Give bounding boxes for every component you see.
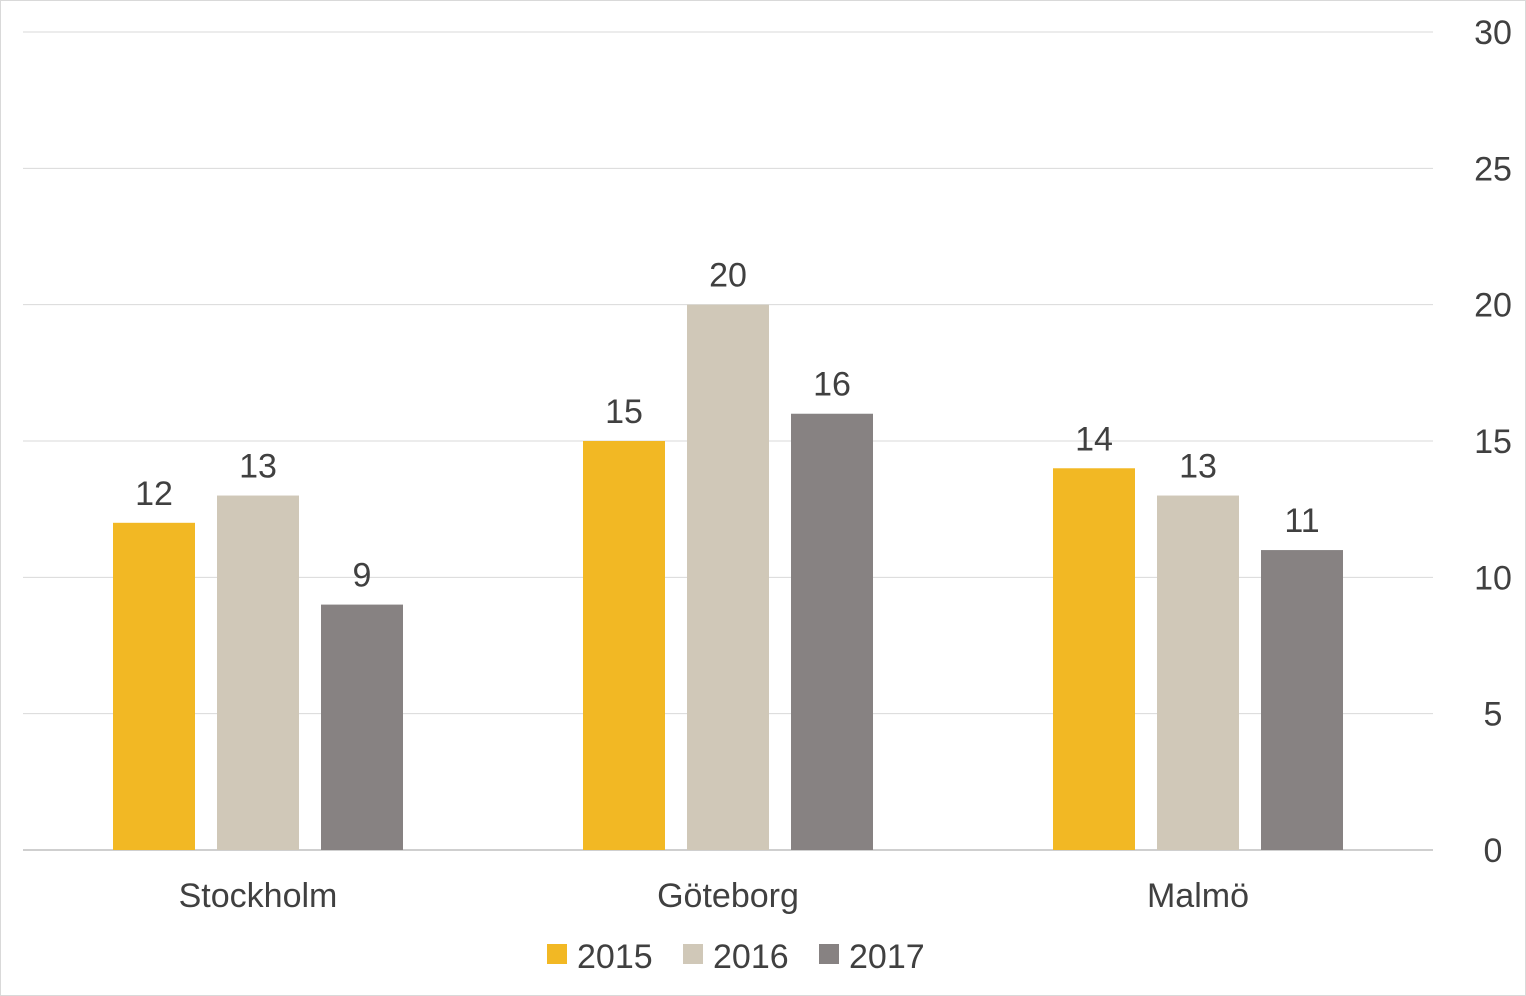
bars-group — [113, 304, 1343, 851]
legend-label: 2016 — [713, 938, 789, 976]
legend-swatch — [547, 944, 567, 964]
y-tick-label: 0 — [1484, 832, 1503, 870]
data-label: 14 — [1075, 420, 1113, 458]
x-category-label: Malmö — [1147, 877, 1249, 915]
legend-swatch — [819, 944, 839, 964]
data-label: 13 — [239, 448, 277, 486]
data-label: 20 — [709, 257, 747, 295]
legend-swatch — [683, 944, 703, 964]
bar — [687, 304, 769, 851]
y-axis: 0 5 10 15 20 25 30 — [1474, 14, 1512, 870]
legend-label: 2017 — [849, 938, 925, 976]
legend-label: 2015 — [577, 938, 653, 976]
data-label: 9 — [353, 557, 372, 595]
y-tick-label: 10 — [1474, 559, 1512, 597]
bar — [321, 604, 403, 850]
bar — [1053, 468, 1135, 850]
x-axis: Stockholm Göteborg Malmö — [179, 877, 1249, 915]
data-label: 16 — [813, 366, 851, 404]
data-label: 15 — [605, 393, 643, 431]
data-label: 12 — [135, 475, 173, 513]
bar — [1261, 550, 1343, 850]
x-category-label: Stockholm — [179, 877, 338, 915]
data-label: 13 — [1179, 448, 1217, 486]
data-labels-group: 12 13 9 15 20 16 14 13 11 — [135, 257, 1320, 595]
data-label: 11 — [1284, 502, 1319, 540]
bar — [791, 413, 873, 850]
legend: 2015 2016 2017 — [547, 938, 925, 976]
bar — [583, 441, 665, 850]
bar — [113, 522, 195, 850]
y-tick-label: 30 — [1474, 14, 1512, 52]
y-tick-label: 5 — [1484, 696, 1503, 734]
y-tick-label: 15 — [1474, 423, 1512, 461]
bar — [217, 495, 299, 850]
bar — [1157, 495, 1239, 850]
x-category-label: Göteborg — [657, 877, 799, 915]
y-tick-label: 25 — [1474, 150, 1512, 188]
y-tick-label: 20 — [1474, 287, 1512, 325]
